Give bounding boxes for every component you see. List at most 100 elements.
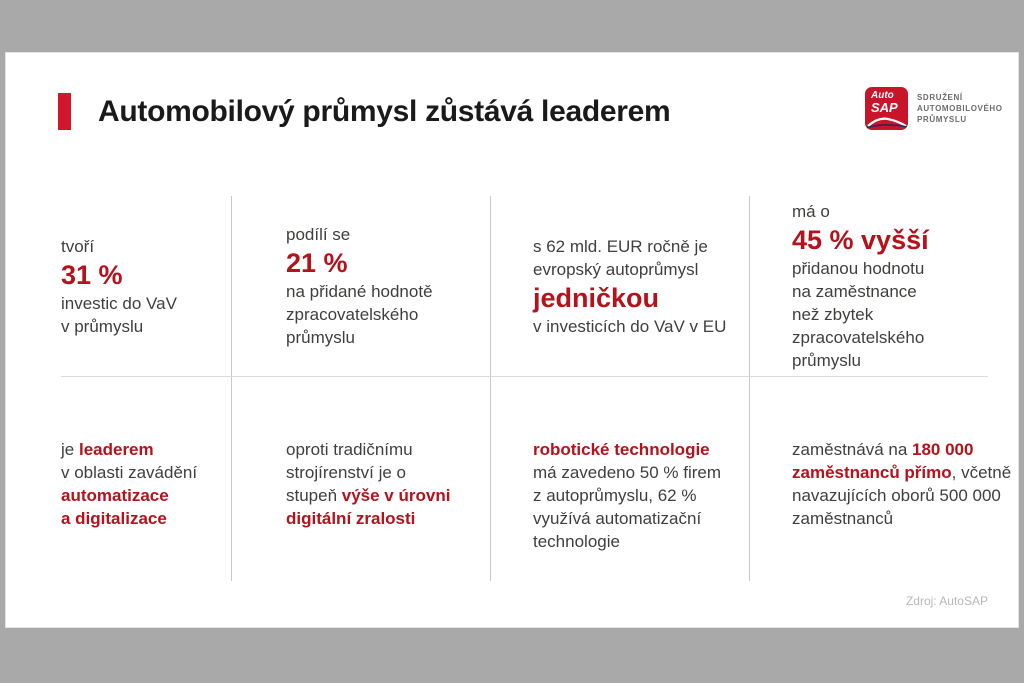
stat-text: přidanou hodnotu (792, 259, 925, 278)
stat-line: 45 % vyšší (792, 223, 1020, 257)
stat-highlight: 21 % (286, 248, 348, 278)
stat-text: využívá automatizační (533, 509, 702, 528)
stat-text: , včetně (951, 463, 1012, 482)
stat-line: má o (792, 200, 1020, 223)
stat-line: jedničkou (533, 281, 749, 315)
stat-cell-r2c2: oproti tradičnímu strojírenství je o stupe… (231, 376, 490, 581)
stat-text: s 62 mld. EUR ročně je (533, 236, 708, 256)
stat-highlight: a digitalizace (61, 509, 167, 528)
source-note: Zdroj: AutoSAP (905, 594, 988, 608)
stat-line: robotické technologie (533, 438, 749, 461)
stat-line: než zbytek (792, 303, 1020, 326)
stat-line: strojírenství je o (286, 461, 490, 484)
stat-line: 31 % (61, 258, 231, 292)
stat-cell-r2c3: robotické technologie má zavedeno 50 % fi… (490, 376, 749, 581)
stat-text: strojírenství je o (286, 463, 406, 482)
stat-text: tvoří (61, 236, 95, 256)
autosap-logo-mark-icon: Auto SAP (865, 87, 908, 130)
stat-text: navazujících oborů 500 000 (792, 486, 1001, 505)
page-title: Automobilový průmysl zůstává leaderem (98, 95, 671, 128)
logo-caption-line: SDRUŽENÍ (917, 93, 963, 102)
stat-line: technologie (533, 530, 749, 553)
stat-highlight: 45 % vyšší (792, 225, 929, 255)
stat-line: v oblasti zavádění (61, 461, 231, 484)
stat-line: digitální zralosti (286, 507, 490, 530)
logo-caption-line: PRŮMYSLU (917, 115, 967, 124)
stat-line: tvoří (61, 235, 231, 258)
stat-text: v oblasti zavádění (61, 463, 198, 482)
stat-line: zaměstnanců přímo, včetně (792, 461, 1020, 484)
logo-text-sap: SAP (871, 100, 898, 115)
stat-text: na přidané hodnotě (286, 282, 433, 301)
logo-caption: SDRUŽENÍ AUTOMOBILOVÉHO PRŮMYSLU (917, 92, 1003, 125)
stat-line: evropský autoprůmysl (533, 258, 749, 281)
stat-text: podílí se (286, 225, 351, 244)
stat-highlight: leaderem (78, 440, 154, 459)
stat-cell-r1c1: tvoří 31 % investic do VaV v průmyslu (6, 196, 231, 376)
stat-line: s 62 mld. EUR ročně je (533, 235, 749, 258)
stat-line: navazujících oborů 500 000 (792, 484, 1020, 507)
stat-text: investic do VaV (61, 293, 177, 313)
row-divider (61, 376, 988, 377)
column-divider-2 (490, 196, 491, 581)
stat-highlight: digitální zralosti (286, 509, 416, 528)
stat-line: využívá automatizační (533, 507, 749, 530)
stat-highlight: jedničkou (533, 282, 660, 313)
stat-line: zaměstnanců (792, 507, 1020, 530)
stat-line: průmyslu (286, 326, 490, 349)
stat-line: a digitalizace (61, 507, 231, 530)
stat-line: má zavedeno 50 % firem (533, 461, 749, 484)
stat-highlight: výše v úrovni (341, 486, 451, 505)
stat-text: má zavedeno 50 % firem (533, 463, 722, 482)
stat-text: na zaměstnance (792, 282, 917, 301)
stat-line: podílí se (286, 223, 490, 246)
stat-text: stupeň (286, 486, 342, 505)
stat-line: stupeň výše v úrovni (286, 484, 490, 507)
logo-caption-line: AUTOMOBILOVÉHO (917, 104, 1003, 113)
stat-line: zaměstnává na 180 000 (792, 438, 1020, 461)
stat-line: z autoprůmyslu, 62 % (533, 484, 749, 507)
logo-text-auto: Auto (871, 90, 894, 101)
stat-line: na zaměstnance (792, 280, 1020, 303)
stat-line: automatizace (61, 484, 231, 507)
stat-text: technologie (533, 532, 620, 551)
stat-text: evropský autoprůmysl (533, 259, 699, 279)
stat-cell-r1c4: má o 45 % vyšší přidanou hodnotu na zaměstn… (749, 196, 1020, 376)
car-silhouette-icon (866, 117, 908, 129)
stat-text: v průmyslu (61, 316, 144, 336)
autosap-logo: Auto SAP SDRUŽENÍ AUTOMOBILOVÉHO PRŮMYSL… (865, 87, 1003, 130)
stat-line: v průmyslu (61, 315, 231, 338)
slide: Automobilový průmysl zůstává leaderem Au… (5, 52, 1019, 628)
stat-cell-r2c1: je leaderem v oblasti zavádění automatizac… (6, 376, 231, 581)
stat-text: je (61, 440, 79, 459)
stat-line: zpracovatelského (286, 303, 490, 326)
stat-cell-r1c2: podílí se 21 % na přidané hodnotě zpracovat… (231, 196, 490, 376)
stats-grid: tvoří 31 % investic do VaV v průmyslu podíl… (6, 196, 1020, 581)
stat-highlight: robotické technologie (533, 440, 710, 459)
stat-line: přidanou hodnotu (792, 257, 1020, 280)
stat-line: 21 % (286, 246, 490, 280)
stat-text: zaměstnává na (792, 440, 913, 459)
stat-text: průmyslu (286, 328, 355, 347)
title-accent-bar (58, 93, 71, 130)
stat-highlight: 31 % (61, 259, 123, 290)
column-divider-1 (231, 196, 232, 581)
stat-text: v investicích do VaV v EU (533, 316, 727, 336)
stat-line: na přidané hodnotě (286, 280, 490, 303)
column-divider-3 (749, 196, 750, 581)
stat-text: průmyslu (792, 351, 861, 370)
stat-line: oproti tradičnímu (286, 438, 490, 461)
stat-cell-r2c4: zaměstnává na 180 000 zaměstnanců přímo, … (749, 376, 1020, 581)
stat-highlight: zaměstnanců přímo (792, 463, 952, 482)
stat-line: průmyslu (792, 349, 1020, 372)
stat-text: má o (792, 202, 830, 221)
slide-header: Automobilový průmysl zůstává leaderem (58, 93, 671, 130)
stat-text: oproti tradičnímu (286, 440, 413, 459)
stat-text: než zbytek (792, 305, 874, 324)
stat-text: zaměstnanců (792, 509, 894, 528)
stat-text: zpracovatelského (792, 328, 925, 347)
stat-text: z autoprůmyslu, 62 % (533, 486, 697, 505)
stat-highlight: automatizace (61, 486, 169, 505)
stat-text: zpracovatelského (286, 305, 419, 324)
